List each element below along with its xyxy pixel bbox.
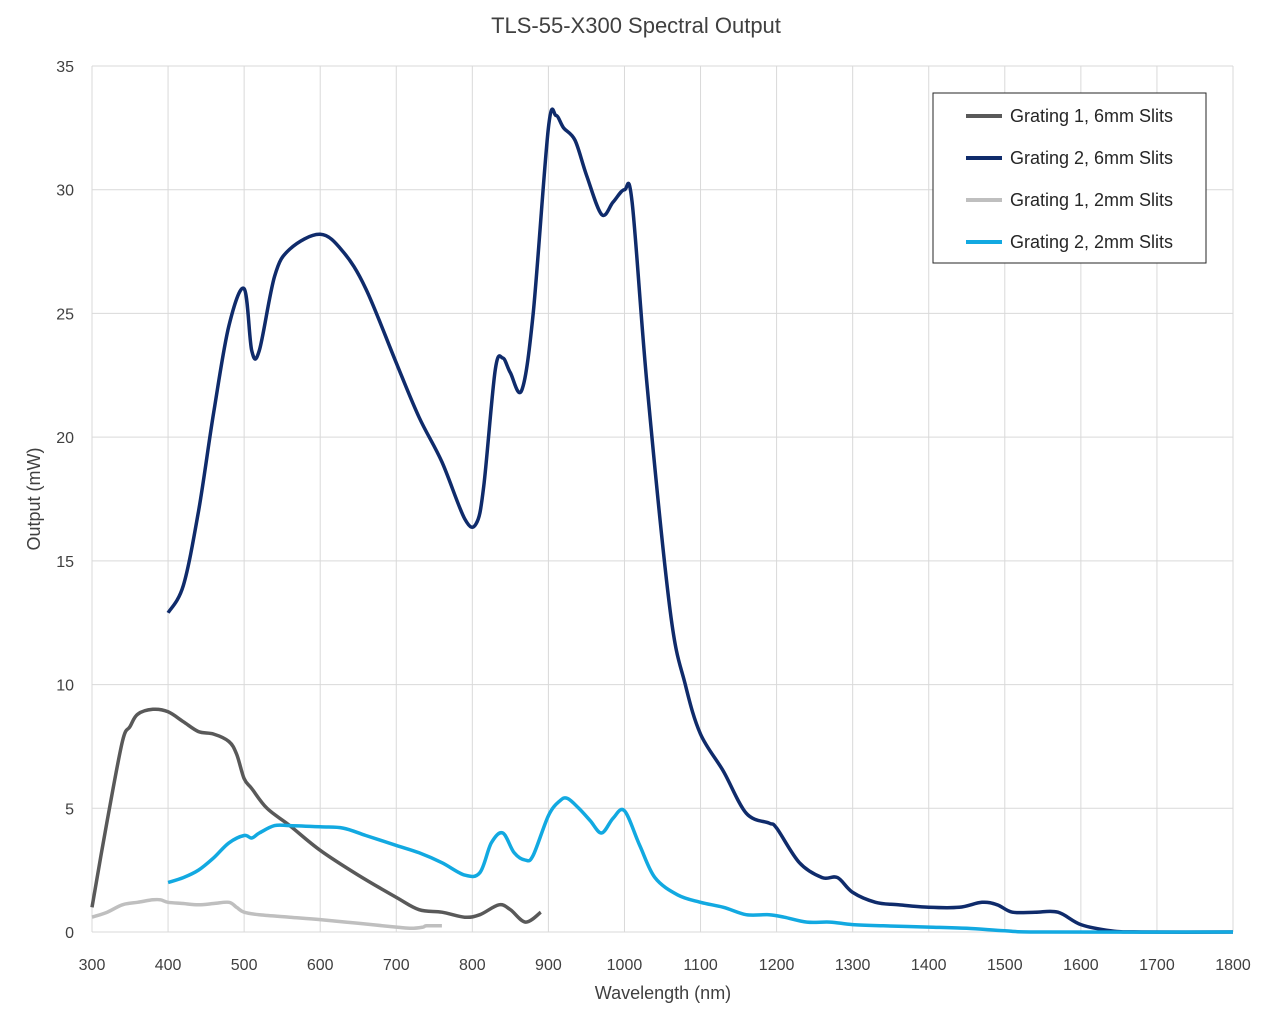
y-tick-label: 20	[56, 430, 74, 447]
y-tick-label: 35	[56, 59, 74, 76]
x-tick-label: 1600	[1063, 957, 1099, 974]
x-tick-label: 400	[155, 957, 182, 974]
series-line-1	[90, 707, 542, 924]
y-tick-label: 5	[65, 801, 74, 818]
series-layer	[90, 107, 1234, 934]
x-tick-label: 700	[383, 957, 410, 974]
x-tick-label: 1300	[835, 957, 871, 974]
legend-label-4: Grating 2, 2mm Slits	[1010, 232, 1173, 252]
x-tick-label: 300	[79, 957, 106, 974]
legend-label-3: Grating 1, 2mm Slits	[1010, 190, 1173, 210]
legend-label-1: Grating 1, 6mm Slits	[1010, 106, 1173, 126]
x-tick-label: 1800	[1215, 957, 1251, 974]
x-tick-label: 600	[307, 957, 334, 974]
y-tick-label: 0	[65, 925, 74, 942]
chart-title: TLS-55-X300 Spectral Output	[491, 13, 781, 38]
y-tick-label: 15	[56, 554, 74, 571]
x-tick-label: 1700	[1139, 957, 1175, 974]
x-tick-label: 900	[535, 957, 562, 974]
y-tick-label: 25	[56, 306, 74, 323]
x-tick-label: 1500	[987, 957, 1023, 974]
series-line-2	[166, 107, 1234, 934]
x-tick-label: 1000	[607, 957, 643, 974]
x-tick-label: 1100	[683, 957, 718, 974]
y-tick-label: 10	[56, 678, 74, 695]
x-tick-label: 500	[231, 957, 258, 974]
axis-layer: 300 400 500 600 700 800 900 1000 1100 1200 1300 140…	[56, 59, 1251, 974]
legend: Grating 1, 6mm Slits Grating 2, 6mm Slits…	[932, 92, 1207, 264]
x-tick-label: 800	[459, 957, 486, 974]
series-line-4	[167, 796, 1234, 934]
y-tick-label: 30	[56, 183, 74, 200]
x-axis-label: Wavelength (nm)	[595, 983, 731, 1003]
x-tick-label: 1200	[759, 957, 795, 974]
legend-frame	[932, 92, 1207, 264]
x-tick-label: 1400	[911, 957, 947, 974]
series-line-3	[91, 897, 442, 931]
legend-label-2: Grating 2, 6mm Slits	[1010, 148, 1173, 168]
y-axis-label: Output (mW)	[24, 447, 44, 550]
